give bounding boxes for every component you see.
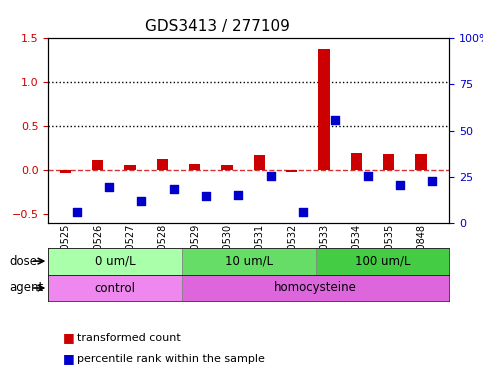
Bar [351, 153, 362, 170]
Text: ■: ■ [63, 331, 74, 344]
Point [202, 193, 210, 199]
Text: GDS3413 / 277109: GDS3413 / 277109 [145, 19, 290, 34]
Text: control: control [95, 281, 136, 295]
Point [73, 209, 81, 215]
Bar [221, 165, 233, 170]
Text: homocysteine: homocysteine [274, 281, 357, 295]
Point [428, 179, 436, 185]
Bar [92, 159, 103, 170]
Text: agent: agent [10, 281, 44, 295]
Bar [415, 154, 426, 170]
Text: ■: ■ [63, 353, 74, 366]
Point [299, 209, 307, 215]
Text: dose: dose [10, 255, 38, 268]
Point [234, 192, 242, 198]
FancyBboxPatch shape [48, 275, 182, 301]
Text: transformed count: transformed count [77, 333, 181, 343]
Bar [318, 49, 329, 170]
Point [267, 173, 274, 179]
Text: 100 um/L: 100 um/L [355, 255, 410, 268]
Bar [124, 165, 136, 170]
Text: 0 um/L: 0 um/L [95, 255, 135, 268]
Point [331, 117, 339, 123]
Bar [286, 170, 297, 172]
FancyBboxPatch shape [182, 248, 315, 275]
Text: 10 um/L: 10 um/L [225, 255, 273, 268]
Bar [254, 155, 265, 170]
Point [170, 186, 177, 192]
Bar [156, 159, 168, 170]
Point [105, 184, 113, 190]
FancyBboxPatch shape [315, 248, 449, 275]
FancyBboxPatch shape [182, 275, 449, 301]
Bar [59, 170, 71, 173]
Point [364, 173, 371, 179]
Bar [189, 164, 200, 170]
FancyBboxPatch shape [48, 248, 182, 275]
Point [396, 182, 404, 188]
Bar [383, 154, 394, 170]
Text: percentile rank within the sample: percentile rank within the sample [77, 354, 265, 364]
Point [137, 198, 145, 204]
